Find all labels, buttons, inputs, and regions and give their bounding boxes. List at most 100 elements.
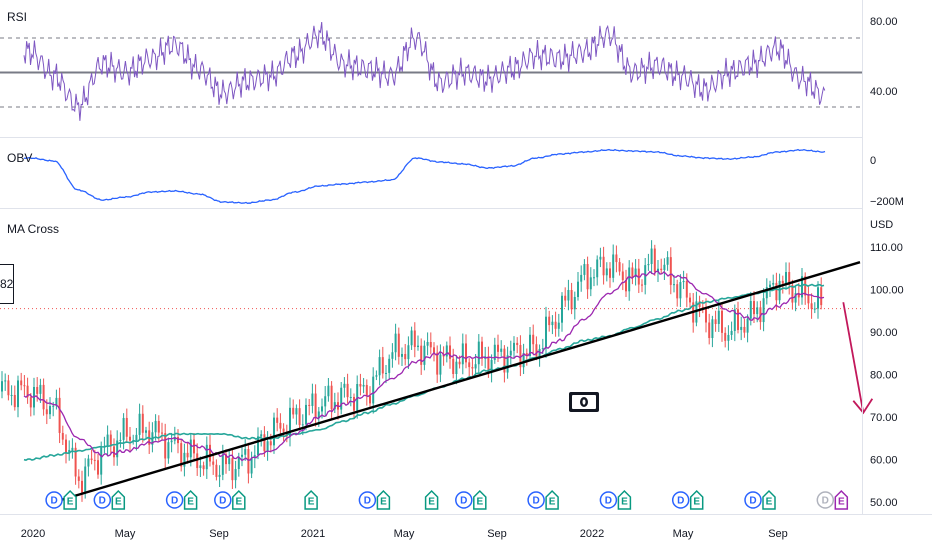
candle-body	[801, 276, 803, 298]
candle-body	[362, 384, 365, 387]
candle-body	[628, 267, 631, 292]
candle-body	[804, 276, 807, 296]
dividend-badge	[671, 491, 690, 509]
candle-body	[196, 453, 199, 469]
candle-body	[202, 465, 205, 470]
candle-body	[529, 334, 531, 357]
candle-body	[279, 422, 282, 429]
candle-body	[666, 257, 669, 265]
dividend-badge-label: D	[364, 496, 371, 507]
candle-body	[253, 455, 256, 458]
candle-body	[413, 330, 416, 348]
time-tick-label: May	[115, 528, 136, 540]
candle-body	[77, 476, 80, 481]
candle-body	[55, 397, 58, 406]
candle-body	[257, 436, 259, 456]
candle-body	[84, 466, 87, 493]
candle-body	[138, 413, 141, 435]
currency-label: USD	[870, 219, 894, 231]
earnings-badge	[762, 489, 776, 510]
candle-body	[749, 301, 752, 319]
candle-body	[180, 443, 183, 467]
dividend-badge-label: D	[532, 496, 539, 507]
candle-body	[45, 409, 48, 415]
candle-body	[468, 362, 471, 368]
dividend-badge	[358, 491, 377, 509]
candle-body	[535, 344, 538, 357]
candle-body	[141, 413, 144, 433]
ma-cross-panel-label[interactable]: MA Cross	[7, 222, 60, 236]
candle-body	[593, 277, 595, 279]
earnings-badge	[689, 489, 704, 510]
rsi-panel-label[interactable]: RSI	[7, 10, 28, 24]
ma-fast-line	[23, 270, 825, 462]
candle-body	[465, 343, 467, 363]
candle-body	[474, 364, 477, 369]
candle-body	[647, 264, 650, 266]
time-tick-label: May	[394, 528, 415, 540]
candle-body	[810, 303, 813, 309]
candle-body	[580, 274, 583, 282]
candle-body	[458, 361, 461, 365]
ma-slow-line	[23, 283, 825, 461]
candle-body	[193, 439, 195, 454]
candle-body	[71, 447, 74, 450]
earnings-badge-label: E	[621, 497, 628, 508]
earnings-badge-label: E	[380, 497, 387, 508]
candle-body	[577, 281, 579, 297]
dividend-badge	[744, 491, 762, 509]
candle-body	[58, 397, 61, 433]
dollar-bill-icon	[569, 392, 599, 412]
time-tick-label: 2020	[21, 528, 45, 540]
candle-body	[378, 357, 381, 376]
candle-body	[42, 384, 45, 410]
rsi-panel	[0, 21, 862, 121]
candle-body	[423, 345, 426, 365]
candle-body	[641, 284, 643, 286]
candle-body	[756, 307, 759, 315]
candle-body	[346, 383, 349, 398]
candle-body	[759, 307, 762, 323]
candle-body	[109, 434, 112, 447]
candle-body	[321, 406, 323, 412]
candle-body	[564, 295, 567, 301]
obv-price-separator	[0, 208, 862, 209]
candle-body	[586, 264, 589, 290]
candle-body	[634, 268, 637, 277]
candle-body	[817, 287, 819, 309]
candle-body	[490, 359, 493, 373]
candle-body	[186, 452, 189, 458]
candle-body	[516, 342, 519, 346]
candle-body	[154, 420, 157, 433]
candle-body	[429, 341, 432, 348]
candle-body	[554, 321, 557, 329]
obv-tick-label: 0	[870, 155, 876, 167]
candle-body	[173, 437, 176, 441]
candle-body	[708, 322, 711, 339]
candle-body	[324, 396, 327, 407]
candle-body	[295, 408, 298, 415]
candle-body	[471, 367, 474, 369]
candle-body	[308, 404, 311, 406]
candle-body	[247, 449, 250, 474]
candle-body	[231, 458, 234, 481]
dividend-badge	[45, 491, 63, 509]
candle-body	[199, 465, 202, 469]
price-tick-label: 50.00	[870, 497, 898, 509]
candle-body	[381, 357, 384, 374]
earnings-badge	[473, 489, 487, 510]
projection-arrow-head	[852, 398, 874, 415]
candle-body	[74, 447, 77, 477]
earnings-badge	[834, 489, 849, 510]
time-tick-label: Sep	[209, 528, 229, 540]
candle-body	[612, 254, 615, 278]
candle-body	[775, 282, 778, 301]
obv-panel-label[interactable]: OBV	[7, 151, 33, 165]
candle-body	[189, 439, 192, 458]
earnings-badge	[232, 489, 246, 510]
earnings-badge-label: E	[476, 497, 483, 508]
trend-line	[53, 261, 861, 504]
candle-body	[449, 345, 451, 359]
earnings-badge	[617, 489, 632, 510]
candle-body	[785, 272, 787, 284]
